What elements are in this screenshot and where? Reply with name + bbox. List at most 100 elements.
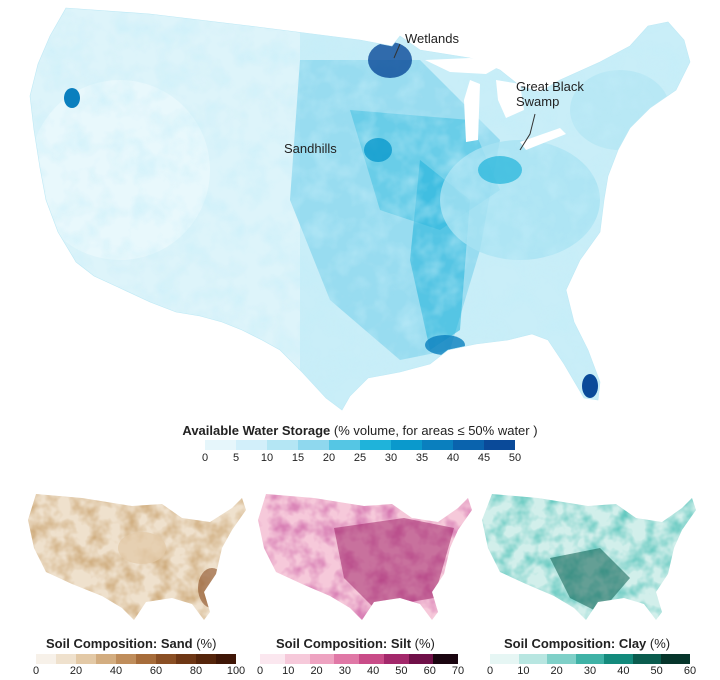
silt-tick-label: 50	[395, 665, 408, 677]
water-storage-legend-title: Available Water Storage (% volume, for a…	[0, 423, 720, 438]
sand-swatch	[216, 654, 236, 664]
silt-map	[258, 494, 472, 620]
silt-legend-title: Soil Composition: Silt (%)	[276, 636, 435, 651]
great-black-swamp-label-line1: Great Black	[516, 79, 584, 94]
water-storage-tick-label: 30	[384, 452, 398, 464]
water-storage-tick-label: 20	[322, 452, 336, 464]
sand-swatch	[96, 654, 116, 664]
silt-tick-label: 70	[451, 665, 465, 677]
water-storage-tick-label: 25	[353, 452, 367, 464]
water-storage-swatch	[422, 440, 453, 450]
clay-legend-title-units: (%)	[646, 636, 671, 651]
silt-tick-label: 30	[338, 665, 351, 677]
main-map-panel: Wetlands Great Black Swamp Sandhills	[29, 7, 691, 411]
clay-swatch	[518, 654, 548, 664]
water-storage-swatch	[236, 440, 267, 450]
water-storage-tick-label: 5	[232, 452, 240, 464]
clay-tick-label: 60	[683, 665, 697, 677]
silt-swatch	[408, 654, 434, 664]
water-storage-swatch	[360, 440, 391, 450]
swamp-callout-line	[519, 113, 536, 151]
water-storage-swatch	[484, 440, 515, 450]
water-storage-swatch	[329, 440, 360, 450]
sand-legend-title-units: (%)	[192, 636, 217, 651]
clay-tick-label: 40	[617, 665, 630, 677]
sand-tick-label: 100	[226, 665, 246, 677]
water-storage-tick-label: 0	[201, 452, 209, 464]
silt-color-ramp	[260, 654, 458, 664]
clay-swatch	[604, 654, 633, 664]
silt-swatch	[433, 654, 458, 664]
lake-huron-shape	[496, 80, 524, 118]
sand-swatch	[196, 654, 216, 664]
sand-legend-title-bold: Soil Composition: Sand	[46, 636, 193, 651]
clay-tick-label: 30	[583, 665, 597, 677]
sand-swatch	[36, 654, 56, 664]
clay-tick-label: 0	[486, 665, 494, 677]
silt-tick-label: 60	[423, 665, 436, 677]
water-storage-swatch	[205, 440, 236, 450]
silt-swatch	[334, 654, 359, 664]
silt-legend-title-bold: Soil Composition: Silt	[276, 636, 412, 651]
silt-tick-label: 40	[367, 665, 380, 677]
sand-tick-label: 60	[149, 665, 163, 677]
sand-swatch	[156, 654, 176, 664]
water-storage-swatch	[391, 440, 422, 450]
sand-map	[28, 494, 246, 620]
silt-legend-title-units: (%)	[411, 636, 435, 651]
sand-swatch	[76, 654, 96, 664]
sand-tick-label: 20	[69, 665, 83, 677]
clay-color-ramp	[490, 654, 690, 664]
clay-swatch	[632, 654, 662, 664]
sand-tick-label: 40	[109, 665, 123, 677]
clay-tick-label: 20	[550, 665, 563, 677]
water-storage-tick-label: 50	[508, 452, 522, 464]
water-storage-color-ramp	[205, 440, 515, 450]
lake-superior-shape	[425, 58, 500, 74]
water-storage-legend-title-bold: Available Water Storage	[182, 423, 331, 438]
sand-color-ramp	[36, 654, 236, 664]
great-black-swamp-label: Great Black Swamp	[516, 79, 584, 109]
silt-swatch	[260, 654, 285, 664]
clay-legend-title: Soil Composition: Clay (%)	[504, 636, 670, 651]
water-storage-legend-ticks: 0 5 10 15 20 25 30 35 40 45 50	[201, 452, 521, 466]
sand-swatch	[116, 654, 136, 664]
clay-swatch	[575, 654, 605, 664]
sand-swatch	[56, 654, 76, 664]
sand-legend-title: Soil Composition: Sand (%)	[46, 636, 216, 651]
water-storage-tick-label: 10	[260, 452, 274, 464]
water-storage-tick-label: 40	[446, 452, 460, 464]
water-storage-swatch	[267, 440, 298, 450]
clay-map	[482, 494, 696, 620]
sand-swatch	[136, 654, 156, 664]
silt-swatch	[284, 654, 310, 664]
silt-legend-ticks: 0 10 20 30 40 50 60 70	[257, 665, 464, 679]
silt-swatch	[359, 654, 384, 664]
available-water-storage-map	[29, 7, 691, 411]
wetlands-callout-line	[393, 43, 401, 59]
water-storage-tick-label: 35	[415, 452, 429, 464]
sand-tick-label: 80	[189, 665, 203, 677]
clay-swatch	[490, 654, 519, 664]
water-storage-swatch	[453, 440, 484, 450]
clay-swatch	[547, 654, 576, 664]
silt-swatch	[309, 654, 335, 664]
great-black-swamp-label-line2: Swamp	[516, 94, 560, 109]
clay-tick-label: 50	[650, 665, 663, 677]
lake-michigan-shape	[464, 80, 480, 142]
water-storage-swatch	[298, 440, 329, 450]
wetlands-label: Wetlands	[405, 31, 459, 46]
sand-swatch	[176, 654, 196, 664]
water-storage-tick-label: 45	[477, 452, 491, 464]
clay-legend-title-bold: Soil Composition: Clay	[504, 636, 647, 651]
silt-tick-label: 10	[282, 665, 295, 677]
clay-swatch	[661, 654, 690, 664]
silt-swatch	[383, 654, 409, 664]
sand-legend-ticks: 0 20 40 60 80 100	[32, 665, 245, 679]
sandhills-label: Sandhills	[284, 141, 337, 156]
clay-tick-label: 10	[517, 665, 530, 677]
silt-tick-label: 20	[310, 665, 323, 677]
water-storage-legend-title-units: (% volume, for areas ≤ 50% water )	[330, 423, 538, 438]
clay-legend-ticks: 0 10 20 30 40 50 60	[486, 665, 696, 679]
sand-tick-label: 0	[32, 665, 40, 677]
